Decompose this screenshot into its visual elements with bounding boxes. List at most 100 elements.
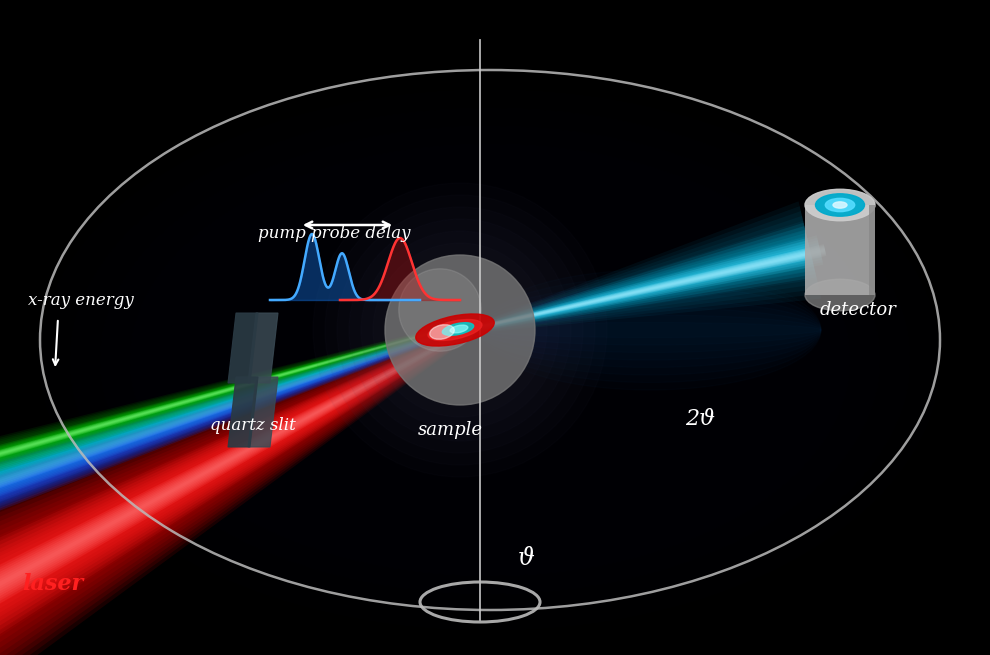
Polygon shape xyxy=(0,323,460,474)
Polygon shape xyxy=(0,328,460,509)
Polygon shape xyxy=(0,324,460,465)
Polygon shape xyxy=(0,325,461,512)
Polygon shape xyxy=(0,333,461,621)
Polygon shape xyxy=(248,313,278,383)
Polygon shape xyxy=(0,327,460,498)
Polygon shape xyxy=(0,326,460,482)
Polygon shape xyxy=(469,235,824,332)
Polygon shape xyxy=(0,328,460,491)
Polygon shape xyxy=(0,326,460,500)
Polygon shape xyxy=(0,330,462,650)
FancyBboxPatch shape xyxy=(805,205,875,295)
Polygon shape xyxy=(0,333,461,616)
Polygon shape xyxy=(0,328,460,493)
Polygon shape xyxy=(0,332,461,633)
Polygon shape xyxy=(0,328,460,514)
Polygon shape xyxy=(0,331,462,646)
Ellipse shape xyxy=(428,320,482,341)
Polygon shape xyxy=(0,332,461,633)
Polygon shape xyxy=(0,326,460,504)
Polygon shape xyxy=(0,322,460,477)
Circle shape xyxy=(399,269,481,351)
Polygon shape xyxy=(0,326,460,479)
Circle shape xyxy=(385,255,535,405)
Polygon shape xyxy=(0,326,460,502)
Polygon shape xyxy=(0,334,460,612)
Polygon shape xyxy=(469,211,819,333)
Polygon shape xyxy=(469,206,821,333)
Text: 2ϑ: 2ϑ xyxy=(685,408,715,430)
Polygon shape xyxy=(0,324,460,466)
Polygon shape xyxy=(0,325,460,464)
Polygon shape xyxy=(0,324,460,470)
Polygon shape xyxy=(470,243,822,331)
Polygon shape xyxy=(0,327,460,515)
Polygon shape xyxy=(0,325,460,485)
Polygon shape xyxy=(0,325,461,505)
Ellipse shape xyxy=(833,202,847,208)
Polygon shape xyxy=(464,244,827,331)
Polygon shape xyxy=(0,333,461,620)
Polygon shape xyxy=(469,233,814,332)
Polygon shape xyxy=(0,328,460,512)
Polygon shape xyxy=(0,335,460,602)
Ellipse shape xyxy=(816,194,864,216)
Polygon shape xyxy=(470,248,821,330)
Text: laser: laser xyxy=(22,573,83,595)
Polygon shape xyxy=(0,328,460,492)
Polygon shape xyxy=(0,333,460,612)
Text: sample: sample xyxy=(418,421,482,439)
Polygon shape xyxy=(0,326,460,479)
Polygon shape xyxy=(0,325,460,489)
Polygon shape xyxy=(0,326,460,502)
Polygon shape xyxy=(0,322,460,479)
Polygon shape xyxy=(228,377,258,447)
Polygon shape xyxy=(0,324,460,469)
Polygon shape xyxy=(0,326,461,520)
Ellipse shape xyxy=(805,279,875,310)
Polygon shape xyxy=(0,324,461,519)
Polygon shape xyxy=(0,323,460,476)
Polygon shape xyxy=(0,334,460,613)
Polygon shape xyxy=(465,248,826,331)
Polygon shape xyxy=(0,333,461,623)
Polygon shape xyxy=(469,240,823,331)
Polygon shape xyxy=(0,324,460,466)
Polygon shape xyxy=(0,324,460,466)
Polygon shape xyxy=(0,329,463,655)
Text: quartz slit: quartz slit xyxy=(210,417,296,434)
Ellipse shape xyxy=(450,325,468,333)
Polygon shape xyxy=(0,335,460,607)
Text: pump probe delay: pump probe delay xyxy=(258,225,411,242)
Polygon shape xyxy=(469,236,813,331)
Polygon shape xyxy=(0,327,460,495)
Polygon shape xyxy=(0,326,460,481)
Polygon shape xyxy=(0,327,460,496)
Polygon shape xyxy=(0,332,461,629)
Polygon shape xyxy=(0,327,460,476)
Polygon shape xyxy=(0,327,460,517)
Ellipse shape xyxy=(479,300,821,360)
Polygon shape xyxy=(0,333,461,625)
Polygon shape xyxy=(248,377,278,447)
Polygon shape xyxy=(0,324,461,494)
Polygon shape xyxy=(0,334,460,606)
Polygon shape xyxy=(0,332,461,629)
Polygon shape xyxy=(228,313,258,383)
Polygon shape xyxy=(469,223,817,333)
Polygon shape xyxy=(0,326,460,483)
Polygon shape xyxy=(0,327,460,500)
Polygon shape xyxy=(0,328,460,492)
Polygon shape xyxy=(0,324,460,468)
Ellipse shape xyxy=(479,293,821,367)
Polygon shape xyxy=(0,334,460,610)
Polygon shape xyxy=(0,326,460,477)
Polygon shape xyxy=(0,326,461,504)
Polygon shape xyxy=(470,243,812,331)
Polygon shape xyxy=(0,333,461,616)
Polygon shape xyxy=(469,221,817,332)
Polygon shape xyxy=(464,246,826,331)
Polygon shape xyxy=(0,328,460,510)
Polygon shape xyxy=(0,326,461,510)
FancyBboxPatch shape xyxy=(869,205,875,295)
